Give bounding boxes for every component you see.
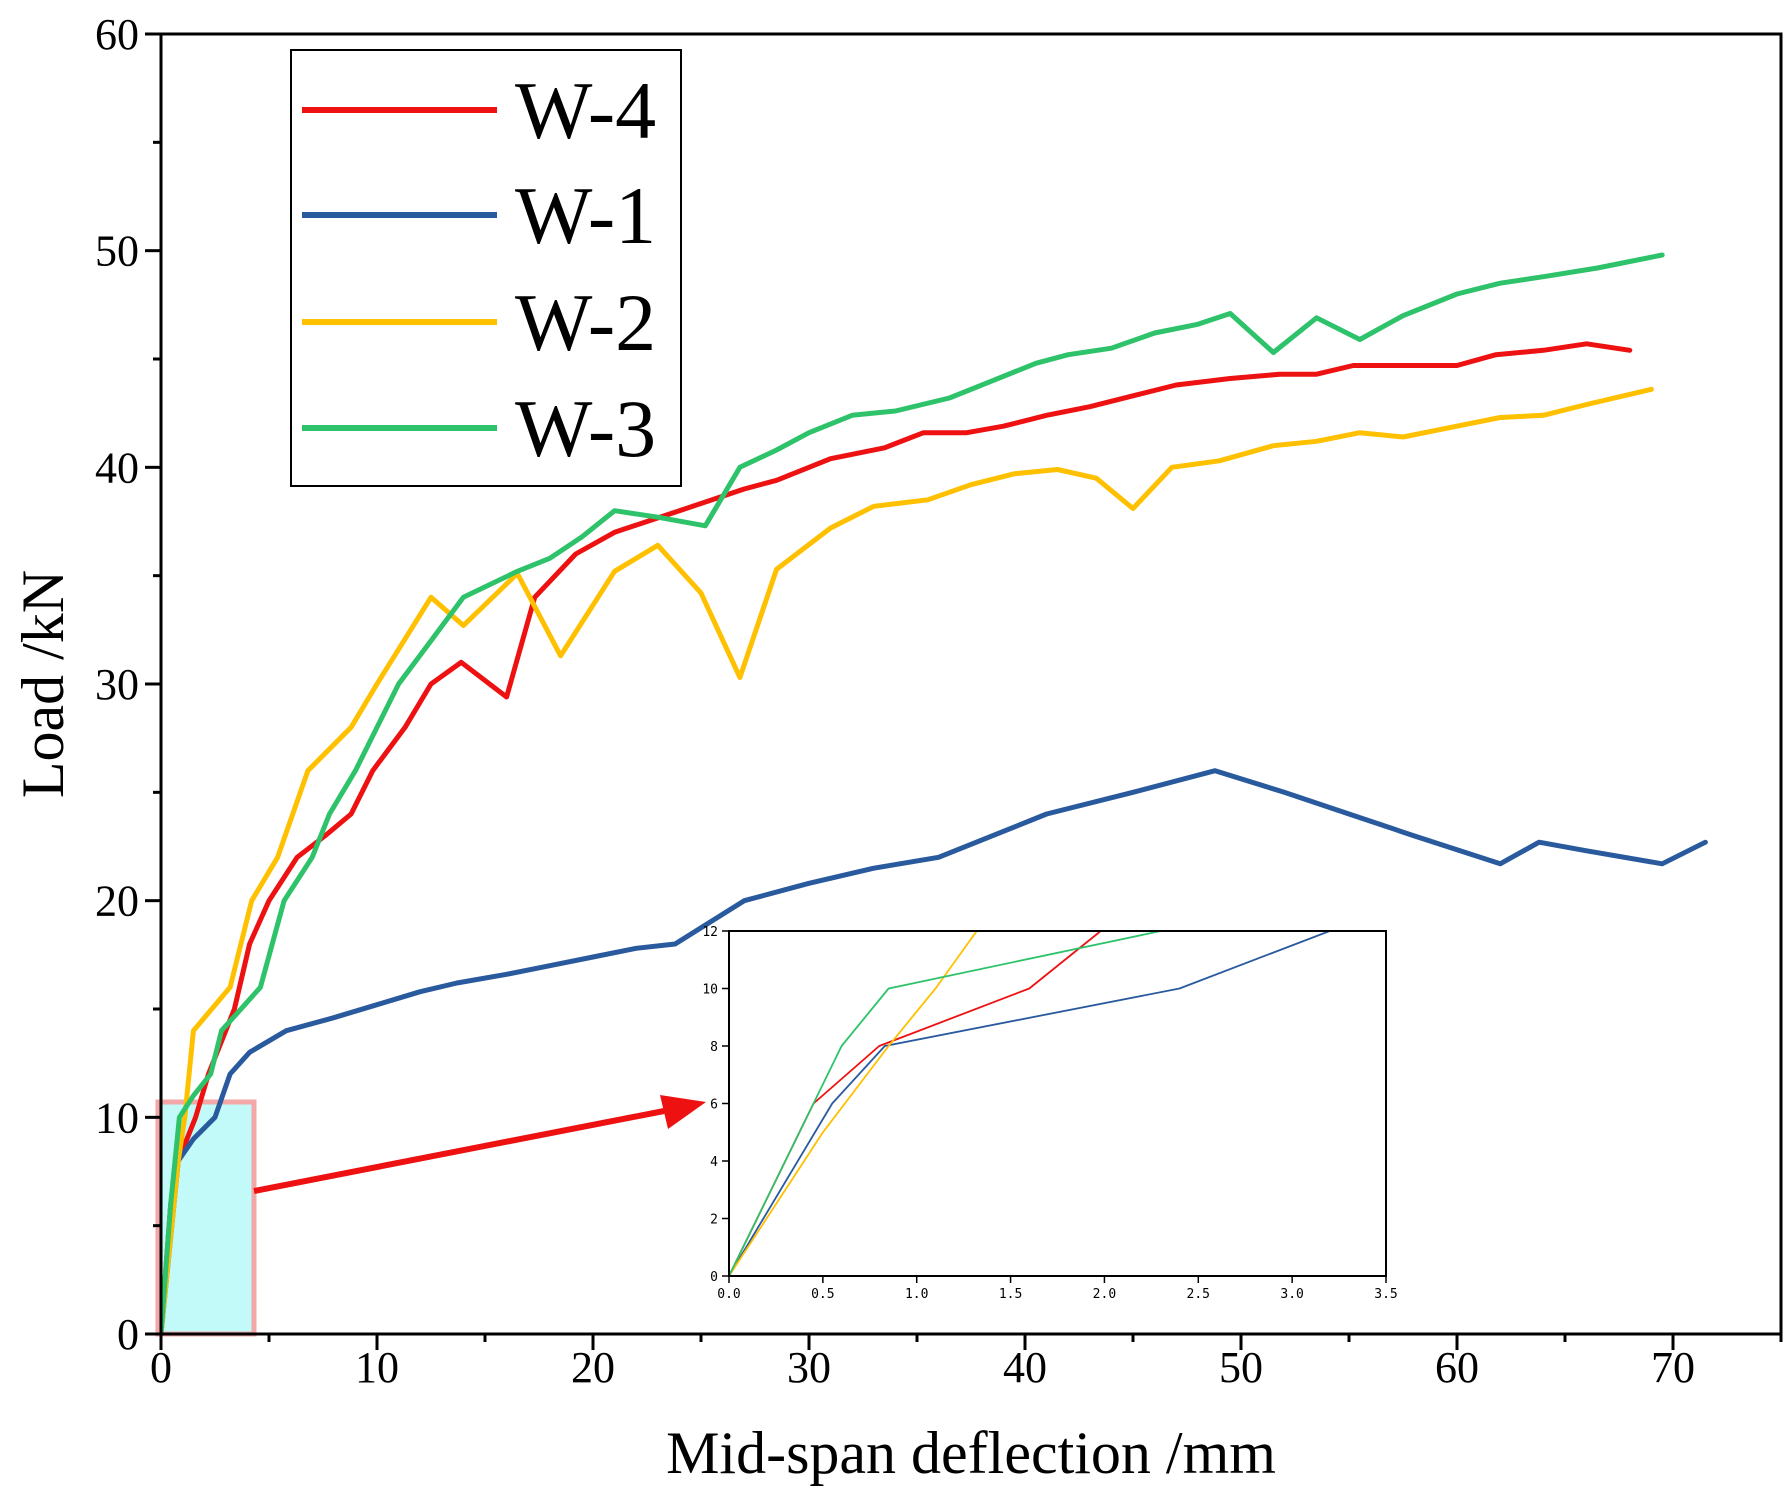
main-y-tick-label: 40 (95, 443, 139, 492)
inset-plot: 0.0 0.5 1.0 1.5 2.0 2.5 3.0 3.5 0 2 4 6 8 10 12 (702, 925, 1397, 1302)
main-series-line-w-2 (161, 386, 1654, 1334)
legend-entry-w2: W-2 (302, 277, 656, 368)
legend-entry-w4: W-4 (302, 65, 656, 156)
main-y-tick-label: 0 (117, 1310, 139, 1359)
inset-x-tick-label: 1.0 (905, 1287, 928, 1302)
main-series-line-w-3 (161, 252, 1665, 1334)
main-x-tick-label: 0 (150, 1343, 172, 1392)
legend-box (290, 49, 682, 487)
main-y-tick-label: 30 (95, 660, 139, 709)
main-series-group (161, 252, 1708, 1334)
main-series-line-w-1 (161, 768, 1708, 1334)
inset-y-ticks: 0 2 4 6 8 10 12 (702, 925, 729, 1285)
inset-y-tick-label: 12 (702, 925, 718, 940)
main-x-tick-label: 30 (787, 1343, 831, 1392)
main-x-tick-label: 20 (571, 1343, 615, 1392)
legend-label-w1: W-1 (515, 170, 656, 261)
main-y-ticks: 0 10 20 30 40 50 60 (95, 10, 161, 1359)
inset-y-tick-label: 0 (710, 1270, 718, 1285)
inset-background (729, 931, 1386, 1276)
inset-series-line-w-2 (729, 931, 978, 1276)
inset-series-line-w-1 (729, 931, 1331, 1276)
inset-y-tick-label: 6 (710, 1098, 718, 1113)
inset-series-line-w-3 (729, 931, 1162, 1276)
legend-label-w3: W-3 (515, 383, 656, 474)
inset-x-tick-label: 1.5 (999, 1287, 1022, 1302)
main-x-ticks: 0 10 20 30 40 50 60 70 (150, 1334, 1783, 1392)
main-y-tick-label: 20 (95, 877, 139, 926)
inset-y-tick-label: 8 (710, 1040, 718, 1055)
main-x-tick-label: 60 (1435, 1343, 1479, 1392)
inset-x-tick-label: 2.0 (1093, 1287, 1116, 1302)
main-y-tick-label: 10 (95, 1093, 139, 1142)
main-y-tick-label: 60 (95, 10, 139, 59)
inset-x-tick-label: 3.0 (1280, 1287, 1303, 1302)
legend-entry-w1: W-1 (302, 170, 656, 261)
zoom-callout-arrow (253, 1095, 706, 1194)
inset-series-group (729, 931, 1331, 1276)
inset-y-tick-label: 10 (702, 983, 718, 998)
arrow-head (660, 1095, 706, 1129)
arrow-shaft (253, 1108, 665, 1194)
inset-x-tick-label: 0.0 (717, 1287, 740, 1302)
legend: W-4 W-1 W-2 W-3 (290, 49, 682, 487)
main-series-line-w-4 (161, 341, 1633, 1334)
main-x-tick-label: 70 (1651, 1343, 1695, 1392)
inset-y-tick-label: 2 (710, 1213, 718, 1228)
inset-series-clip-group (729, 931, 1331, 1276)
x-axis-title: Mid-span deflection /mm (666, 1420, 1276, 1486)
inset-x-tick-label: 3.5 (1374, 1287, 1397, 1302)
inset-x-ticks: 0.0 0.5 1.0 1.5 2.0 2.5 3.0 3.5 (717, 1276, 1398, 1302)
main-x-tick-label: 50 (1219, 1343, 1263, 1392)
main-y-tick-label: 50 (95, 227, 139, 276)
legend-label-w2: W-2 (515, 277, 656, 368)
y-axis-title: Load /kN (10, 570, 76, 798)
legend-label-w4: W-4 (515, 65, 656, 156)
inset-y-tick-label: 4 (710, 1155, 718, 1170)
inset-x-tick-label: 0.5 (811, 1287, 834, 1302)
legend-entry-w3: W-3 (302, 383, 656, 474)
inset-x-tick-label: 2.5 (1187, 1287, 1210, 1302)
main-x-tick-label: 40 (1003, 1343, 1047, 1392)
main-x-tick-label: 10 (355, 1343, 399, 1392)
main-series-clip-group (161, 252, 1708, 1334)
